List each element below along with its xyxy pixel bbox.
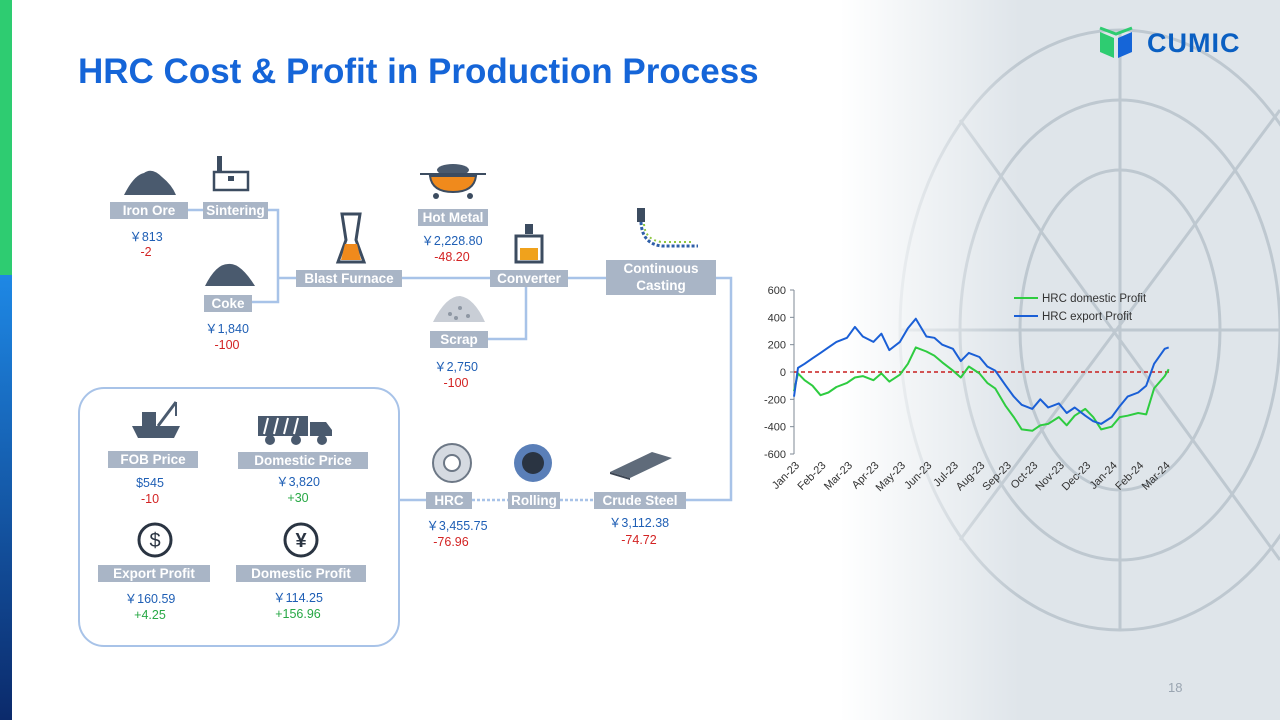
hot-metal-price: ￥2,228.80 [421, 234, 483, 248]
iron-ore-price: ￥813 [129, 230, 163, 244]
crude-steel-label: Crude Steel [594, 492, 686, 509]
export-profit-change: +4.25 [134, 608, 166, 622]
scrap-icon [433, 296, 485, 322]
domestic-profit-change: +156.96 [275, 607, 321, 621]
y-tick-label: 400 [768, 312, 786, 324]
profit-line-chart: -600-400-2000200400600Jan-23Feb-23Mar-23… [764, 285, 1173, 494]
coke-price: ￥1,840 [205, 322, 249, 336]
iron-ore-label: Iron Ore [110, 202, 188, 219]
x-tick-label: Feb-24 [1113, 460, 1146, 493]
left-accent-bar-blue [0, 275, 12, 720]
hrc-change: -76.96 [433, 535, 469, 549]
hrc-label: HRC [426, 492, 472, 509]
legend-label: HRC export Profit [1042, 311, 1133, 323]
iron-ore-icon [124, 170, 176, 195]
blast-furnace-icon [335, 212, 367, 264]
page-number: 18 [1168, 680, 1183, 695]
x-tick-label: Dec-23 [1060, 460, 1094, 494]
legend-label: HRC domestic Profit [1042, 293, 1147, 305]
svg-text:¥: ¥ [295, 530, 307, 552]
crude-steel-change: -74.72 [621, 533, 657, 547]
scrap-change: -100 [443, 376, 469, 390]
export-profit-value: ￥160.59 [124, 592, 176, 606]
domestic-profit-line [793, 346, 1170, 432]
y-tick-label: -600 [764, 449, 786, 461]
y-tick-label: 0 [780, 367, 786, 379]
ship-icon [132, 401, 180, 438]
x-tick-label: Sep-23 [980, 460, 1014, 494]
y-tick-label: 600 [768, 285, 786, 297]
domestic-price-change: +30 [287, 491, 309, 505]
domestic-price-value: ￥3,820 [276, 475, 320, 489]
x-tick-label: Mar-24 [1140, 460, 1173, 493]
x-tick-label: Feb-23 [795, 460, 828, 493]
left-accent-bar-green [0, 0, 12, 275]
coke-label: Coke [204, 295, 252, 312]
y-tick-label: -200 [764, 394, 786, 406]
sintering-label: Sintering [203, 202, 268, 219]
rolling-label: Rolling [508, 492, 560, 509]
hot-metal-change: -48.20 [434, 250, 470, 264]
continuous-casting-label-line1: Continuous [623, 261, 699, 276]
svg-text:$: $ [149, 530, 160, 552]
y-tick-label: 200 [768, 340, 786, 352]
converter-icon [514, 224, 544, 264]
domestic-profit-label: Domestic Profit [236, 565, 366, 582]
fob-price-change: -10 [140, 492, 160, 506]
scrap-price: ￥2,750 [434, 360, 478, 374]
iron-ore-change: -2 [140, 245, 152, 259]
x-tick-label: Mar-23 [822, 460, 855, 493]
crude-steel-icon [610, 452, 672, 480]
continuous-casting-label-line2: Casting [636, 278, 686, 293]
cumic-logo [1099, 26, 1133, 58]
crude-steel-price: ￥3,112.38 [608, 516, 670, 530]
export-profit-label: Export Profit [98, 565, 210, 582]
y-tick-label: -400 [764, 422, 786, 434]
x-tick-label: May-23 [874, 460, 908, 494]
continuous-casting-icon [637, 208, 698, 248]
x-tick-label: Nov-23 [1033, 460, 1067, 494]
domestic-price-label: Domestic Price [238, 452, 368, 469]
fob-price-label: FOB Price [108, 451, 198, 468]
sintering-icon [212, 156, 250, 192]
dollar-icon: $ [137, 522, 173, 558]
hot-metal-icon [420, 164, 486, 199]
coke-change: -100 [214, 338, 240, 352]
hrc-coil-icon [432, 443, 472, 483]
logo-text: CUMIC [1147, 28, 1241, 58]
truck-icon [258, 416, 332, 445]
x-tick-label: Jun-23 [902, 460, 934, 492]
hrc-price: ￥3,455.75 [426, 519, 488, 533]
converter-label: Converter [490, 270, 568, 287]
export-profit-line [793, 317, 1170, 425]
domestic-profit-value: ￥114.25 [273, 591, 323, 605]
fob-price-value: $545 [136, 476, 164, 490]
price-profit-panel [78, 387, 400, 647]
scrap-label: Scrap [430, 331, 488, 348]
page-title: HRC Cost & Profit in Production Process [78, 52, 759, 91]
hot-metal-label: Hot Metal [418, 209, 488, 226]
continuous-casting-label: Continuous Casting [606, 260, 716, 295]
coke-icon [205, 263, 255, 286]
blast-furnace-label: Blast Furnace [296, 270, 402, 287]
yen-icon: ¥ [283, 522, 319, 558]
rolling-icon [514, 444, 552, 482]
